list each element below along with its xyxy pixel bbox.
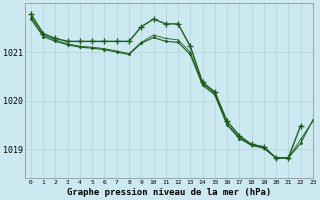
X-axis label: Graphe pression niveau de la mer (hPa): Graphe pression niveau de la mer (hPa) (67, 188, 271, 197)
